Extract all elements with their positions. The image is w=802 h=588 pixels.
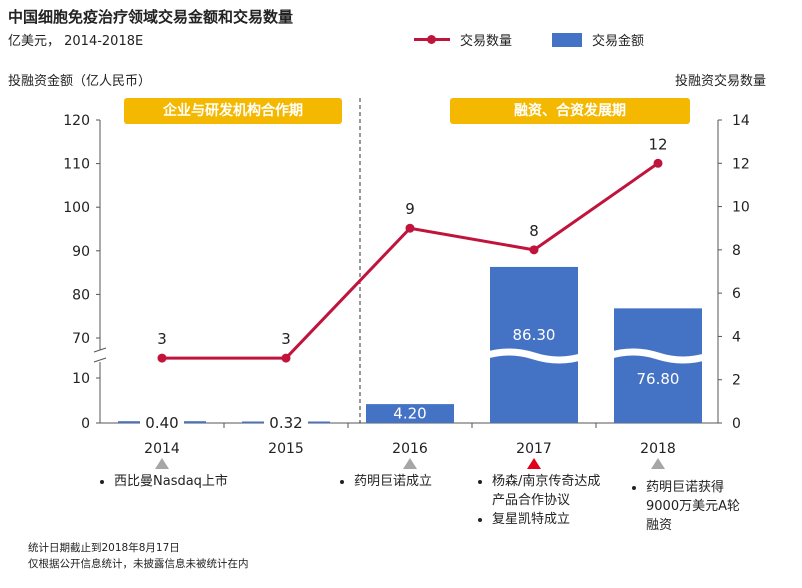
left-tick-label: 10 <box>72 371 90 387</box>
bar-label-2014: 0.40 <box>145 414 178 432</box>
event-2018: 药明巨诺获得9000万美元A轮融资 <box>632 478 750 535</box>
bar-label-2016: 4.20 <box>393 405 426 423</box>
legend-item-line: 交易数量 <box>414 30 512 49</box>
right-tick-label: 0 <box>732 416 741 432</box>
x-tick-label: 2016 <box>392 441 428 457</box>
line-label-2014: 3 <box>157 330 167 348</box>
bar-label-bg-2015 <box>264 413 308 433</box>
bar-label-2015: 0.32 <box>269 414 302 432</box>
left-tick-label: 120 <box>63 113 90 129</box>
legend-bar-label: 交易金额 <box>592 34 645 49</box>
phase-label-1: 企业与研发机构合作期 <box>124 98 342 124</box>
line-point-2014 <box>157 353 167 363</box>
event-marker-2018 <box>651 458 665 469</box>
bar-2016 <box>366 404 454 423</box>
phase-label-2: 融资、合资发展期 <box>450 98 690 124</box>
event-marker-2016 <box>403 458 417 469</box>
event-2018-item-1: 药明巨诺获得9000万美元A轮融资 <box>646 478 750 535</box>
footnote-1: 统计日期截止到2018年8月17日 <box>28 542 180 554</box>
x-tick-label: 2018 <box>640 441 676 457</box>
line-label-2018: 12 <box>648 135 667 153</box>
line-point-2016 <box>405 223 415 233</box>
left-tick-label: 80 <box>72 287 90 303</box>
bar-2018 <box>614 308 702 423</box>
right-tick-label: 14 <box>732 113 750 129</box>
line-label-2015: 3 <box>281 330 291 348</box>
event-marker-2017 <box>527 458 541 469</box>
x-tick-label: 2015 <box>268 441 304 457</box>
left-tick-label: 100 <box>63 200 90 216</box>
left-tick-label: 0 <box>81 416 90 432</box>
right-tick-label: 12 <box>732 156 750 172</box>
right-tick-label: 8 <box>732 243 741 259</box>
x-tick-label: 2017 <box>516 441 552 457</box>
right-axis-title: 投融资交易数量 <box>674 74 766 89</box>
event-2017: 杨森/南京传奇达成产品合作协议 复星凯特成立 <box>478 472 604 529</box>
left-tick-label: 70 <box>72 331 90 347</box>
event-2017-item-1: 杨森/南京传奇达成产品合作协议 <box>492 472 604 510</box>
left-axis-break-mark <box>93 347 107 363</box>
legend-line-swatch <box>414 35 450 44</box>
left-tick-label: 110 <box>63 157 90 173</box>
line-point-2018 <box>653 158 663 168</box>
left-tick-label: 90 <box>72 244 90 260</box>
line-label-2016: 9 <box>405 200 415 218</box>
footnote-2: 仅根据公开信息统计，未披露信息未被统计在内 <box>28 558 249 570</box>
event-2016-item-1: 药明巨诺成立 <box>354 472 480 491</box>
event-2014-item-1: 西比曼Nasdaq上市 <box>114 472 290 491</box>
right-tick-label: 2 <box>732 373 741 389</box>
bar-break-2018 <box>606 348 710 364</box>
event-marker-2014 <box>155 458 169 469</box>
legend-item-bar: 交易金额 <box>552 30 644 49</box>
bar-label-bg-2014 <box>140 413 184 433</box>
line-label-2017: 8 <box>529 222 539 240</box>
bar-label-2017: 86.30 <box>513 326 556 344</box>
right-tick-label: 4 <box>732 329 741 345</box>
legend-line-label: 交易数量 <box>460 34 513 49</box>
event-2016: 药明巨诺成立 <box>340 472 480 491</box>
x-tick-label: 2014 <box>144 441 180 457</box>
line-series <box>162 162 659 360</box>
event-2014: 西比曼Nasdaq上市 <box>100 472 290 491</box>
bar-label-2018: 76.80 <box>637 370 680 388</box>
chart-subtitle: 亿美元， 2014-2018E <box>8 34 144 49</box>
line-point-2017 <box>529 245 539 255</box>
legend-bar-swatch <box>552 32 582 47</box>
bar-break-2017 <box>482 348 586 364</box>
chart-title: 中国细胞免疫治疗领域交易金额和交易数量 <box>8 8 294 26</box>
line-point-2015 <box>281 353 291 363</box>
right-tick-label: 6 <box>732 286 741 302</box>
event-2017-item-2: 复星凯特成立 <box>492 510 604 529</box>
right-tick-label: 10 <box>732 200 750 216</box>
left-axis-title: 投融资金额（亿人民币） <box>8 74 152 89</box>
bar-2017 <box>490 266 578 423</box>
